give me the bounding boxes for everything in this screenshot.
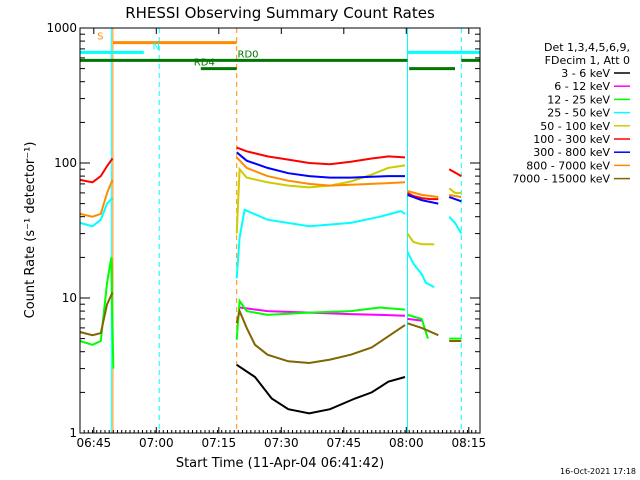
series-7-segment-2 [407,190,439,198]
legend-entry-1: 6 - 12 keV [554,80,610,93]
series-5-segment-0 [79,157,114,184]
legend: Det 1,3,4,5,6,9,FDecim 1, Att 03 - 6 keV… [512,41,630,186]
plot-frame [79,27,481,434]
series-8 [79,291,462,365]
x-tick-label-2: 07:15 [202,436,237,450]
series-layer [79,146,463,415]
x-tick-label-0: 06:45 [77,436,112,450]
series-1-segment-1 [407,317,422,322]
x-tick-label-1: 07:00 [139,436,174,450]
series-0 [236,363,406,415]
series-3 [79,197,463,289]
series-5-segment-1 [236,146,406,166]
x-tick-label-5: 08:00 [389,436,424,450]
series-5-segment-3 [448,168,462,177]
state-label-0: S [97,32,103,43]
vertical-markers [110,28,462,433]
series-7-segment-1 [235,156,406,187]
series-8-segment-0 [79,291,114,337]
series-3-segment-2 [406,251,435,289]
legend-entry-0: 3 - 6 keV [561,67,610,80]
legend-entry-5: 100 - 300 keV [533,133,610,146]
state-label-5: RD4 [194,58,215,69]
legend-entry-7: 800 - 7000 keV [526,159,610,172]
series-4-segment-2 [448,187,462,194]
date-stamp: 16-Oct-2021 17:18 [560,467,636,476]
series-2 [79,257,462,369]
legend-entry-4: 50 - 100 keV [540,120,610,133]
legend-entry-8: 7000 - 15000 keV [512,173,610,186]
series-7-segment-0 [79,179,114,218]
legend-entry-3: 25 - 50 keV [547,107,610,120]
series-6-segment-0 [236,151,405,179]
y-tick-label-0: 1 [69,426,77,440]
series-6-segment-1 [407,193,439,205]
series-4-segment-1 [406,233,435,246]
legend-header-0: Det 1,3,4,5,6,9, [544,41,630,54]
x-tick-label-3: 07:30 [264,436,299,450]
series-2-segment-0 [79,257,115,369]
series-8-segment-2 [407,322,439,337]
state-label-3: RD0 [238,49,259,60]
series-2-segment-1 [235,298,406,340]
series-4-segment-0 [235,164,406,234]
x-tick-label-6: 08:15 [452,436,487,450]
y-tick-label-3: 1000 [46,21,77,35]
legend-header-1: FDecim 1, Att 0 [545,54,630,67]
series-3-segment-3 [448,216,463,235]
series-1-segment-0 [239,306,406,317]
series-5 [79,146,462,201]
series-6-segment-2 [448,196,462,203]
annotation-layer: S N RD0 RD4 [80,32,480,71]
series-3-segment-0 [79,197,114,228]
series-8-segment-1 [235,307,406,365]
legend-entry-6: 300 - 800 keV [533,146,610,159]
axes: 06:45 07:00 07:15 07:30 07:45 08:00 08:15 1 10 10… [46,21,486,450]
series-3-segment-1 [235,208,406,279]
y-axis-label: Count Rate (s⁻¹ detector⁻¹) [23,142,38,319]
x-tick-label-4: 07:45 [327,436,362,450]
series-7-segment-3 [449,193,462,198]
series-7 [79,156,462,218]
series-6 [236,151,462,205]
series-1 [239,306,422,322]
legend-entry-2: 12 - 25 keV [547,93,610,106]
series-5-segment-2 [407,192,439,201]
y-tick-label-1: 10 [62,291,77,305]
series-4 [235,164,462,246]
series-0-segment-0 [236,363,406,415]
series-2-segment-2 [407,313,429,339]
y-tick-label-2: 100 [54,156,77,170]
state-label-1: N [153,41,160,52]
chart-title: RHESSI Observing Summary Count Rates [125,4,435,22]
x-axis-label: Start Time (11-Apr-04 06:41:42) [176,456,384,471]
